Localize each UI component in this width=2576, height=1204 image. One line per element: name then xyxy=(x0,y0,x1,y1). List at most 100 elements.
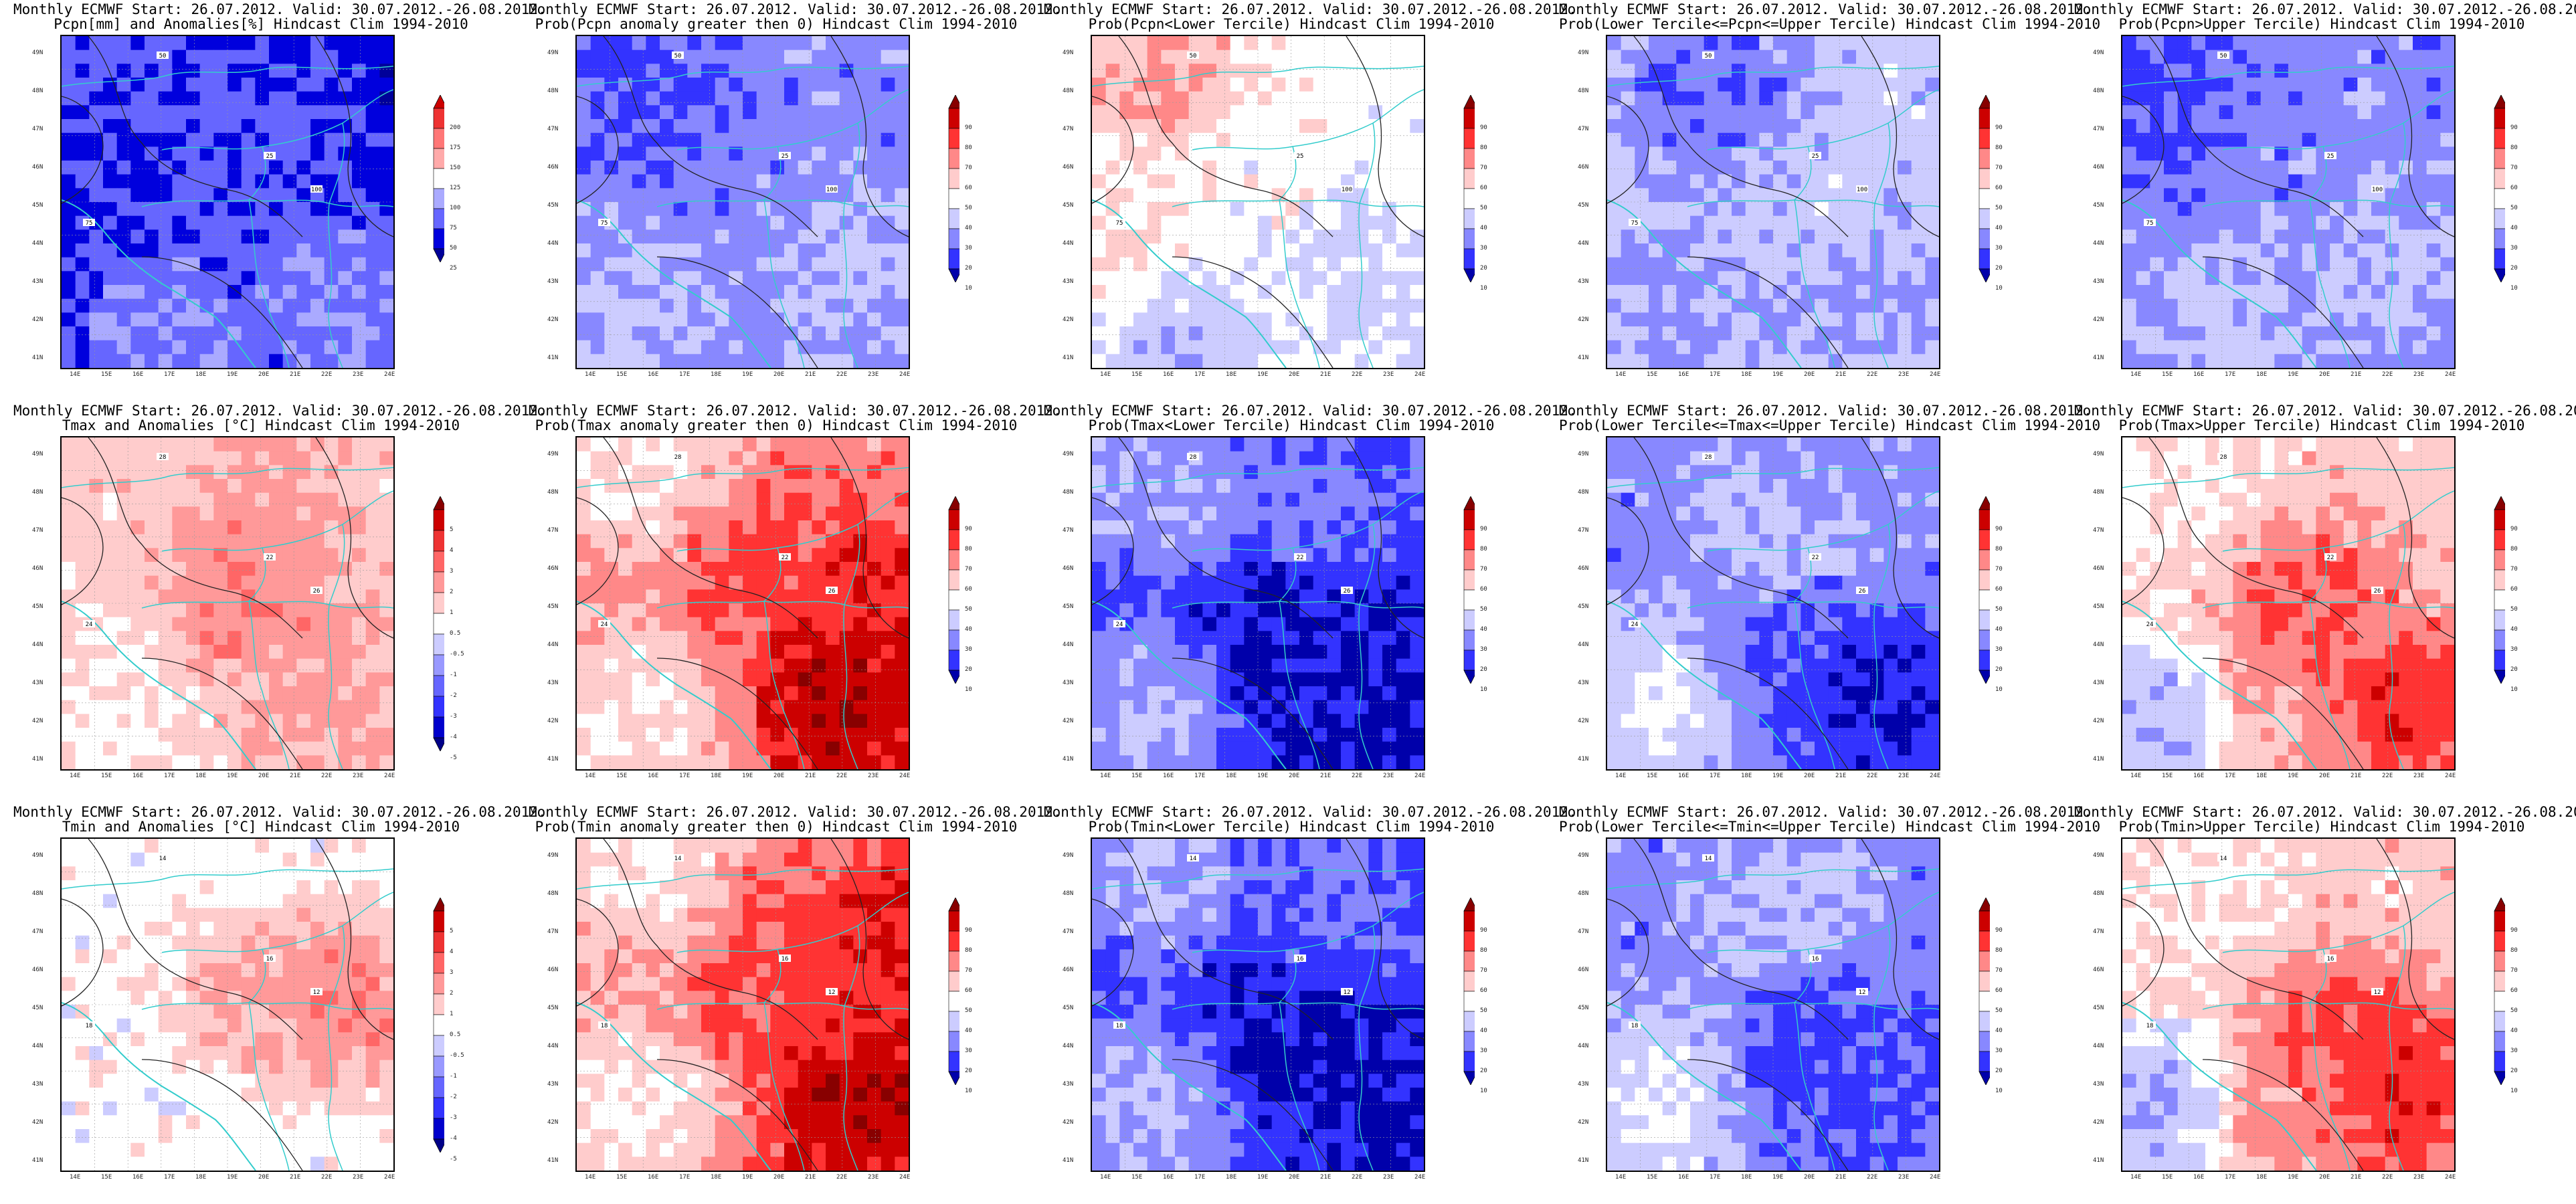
field-cell xyxy=(213,64,228,78)
field-cell xyxy=(1883,312,1898,327)
field-cell xyxy=(241,36,256,51)
field-cell xyxy=(310,492,325,507)
field-cell xyxy=(310,714,325,728)
field-cell xyxy=(1105,340,1120,355)
country-border xyxy=(141,199,393,207)
color-bar-segment xyxy=(433,696,444,718)
field-cell xyxy=(172,714,187,728)
field-cell xyxy=(2399,340,2413,355)
field-cell xyxy=(241,645,256,660)
field-cell xyxy=(1704,202,1718,217)
field-cell xyxy=(1635,326,1649,341)
coastline xyxy=(1092,199,1287,368)
field-cell xyxy=(2233,243,2247,258)
field-cell xyxy=(282,312,297,327)
field-cell xyxy=(1258,78,1273,92)
field-cell xyxy=(2426,257,2441,272)
color-bar-label: 50 xyxy=(1480,205,1487,211)
field-cell xyxy=(1745,105,1760,120)
field-cell xyxy=(1299,188,1314,203)
field-cell xyxy=(1271,91,1286,106)
field-cell xyxy=(338,617,353,631)
field-cell xyxy=(853,188,868,203)
field-cell xyxy=(1119,91,1134,106)
field-cell xyxy=(1869,326,1884,341)
field-cell xyxy=(130,215,145,230)
field-cell xyxy=(130,755,145,769)
field-cell xyxy=(1133,603,1148,618)
field-cell xyxy=(1258,119,1273,134)
field-cell xyxy=(701,548,716,563)
field-cell xyxy=(1718,202,1732,217)
field-cell xyxy=(103,91,118,106)
field-cell xyxy=(310,728,325,742)
field-cell xyxy=(1718,105,1732,120)
field-cell xyxy=(1786,202,1801,217)
field-cell xyxy=(1313,298,1327,313)
field-cell xyxy=(227,229,242,244)
field-cell xyxy=(673,631,688,645)
field-cell xyxy=(853,589,868,604)
field-cell xyxy=(2316,132,2330,147)
field-cell xyxy=(1828,298,1843,313)
field-cell xyxy=(826,105,840,120)
field-cell xyxy=(2413,119,2427,134)
field-cell xyxy=(1299,119,1314,134)
field-cell xyxy=(89,755,104,769)
field-cell xyxy=(1216,451,1231,466)
field-cell xyxy=(729,188,743,203)
field-cell xyxy=(1202,161,1217,175)
field-cell xyxy=(1299,312,1314,327)
field-cell xyxy=(2260,215,2275,230)
field-cell xyxy=(646,354,660,368)
field-cell xyxy=(729,437,743,452)
field-cell xyxy=(590,562,605,577)
field-cell xyxy=(2440,340,2454,355)
field-cell xyxy=(2302,64,2316,78)
field-cell xyxy=(172,520,187,535)
field-cell xyxy=(1105,534,1120,548)
field-cell xyxy=(2260,326,2275,341)
field-cell xyxy=(2233,49,2247,64)
field-cell xyxy=(2357,146,2372,161)
longitude-tick-label: 22E xyxy=(836,773,848,779)
field-cell xyxy=(577,132,591,147)
field-cell xyxy=(1649,243,1663,258)
field-cell xyxy=(1175,575,1190,590)
field-cell xyxy=(673,741,688,756)
field-cell xyxy=(379,257,393,272)
field-cell xyxy=(227,312,242,327)
field-cell xyxy=(1607,146,1622,161)
field-cell xyxy=(379,437,393,452)
longitude-tick-label: 21E xyxy=(1835,371,1847,378)
field-cell xyxy=(826,215,840,230)
field-cell xyxy=(2136,188,2150,203)
field-cell xyxy=(881,132,895,147)
field-cell xyxy=(660,658,674,673)
field-cell xyxy=(241,132,256,147)
field-cell xyxy=(2330,188,2344,203)
field-cell xyxy=(241,229,256,244)
field-cell xyxy=(1327,78,1342,92)
field-cell xyxy=(130,492,145,507)
field-cell xyxy=(199,492,214,507)
field-cell xyxy=(145,645,159,660)
field-cell xyxy=(660,132,674,147)
field-cell xyxy=(1161,36,1176,51)
field-cell xyxy=(2371,298,2386,313)
field-cell xyxy=(282,243,297,258)
field-cell xyxy=(784,105,799,120)
field-cell xyxy=(812,354,826,368)
longitude-tick-label: 24E xyxy=(2445,371,2456,378)
field-cell xyxy=(1133,285,1148,300)
field-cell xyxy=(743,78,757,92)
field-cell xyxy=(158,215,173,230)
field-cell xyxy=(116,658,131,673)
field-cell xyxy=(756,312,771,327)
field-cell xyxy=(2399,312,2413,327)
field-cell xyxy=(241,741,256,756)
field-cell xyxy=(673,243,688,258)
field-cell xyxy=(1147,257,1162,272)
field-cell xyxy=(2233,119,2247,134)
field-cell xyxy=(310,645,325,660)
